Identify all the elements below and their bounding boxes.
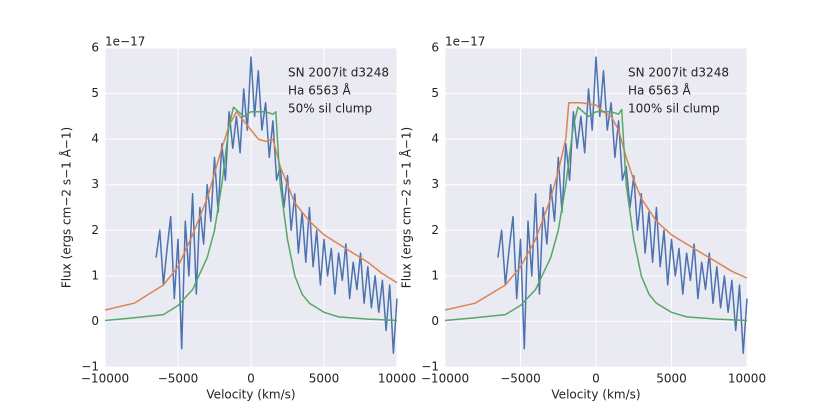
x-tick-label: −10000 [421, 372, 469, 386]
y-tick-label: 0 [431, 314, 439, 328]
y-tick-label: 0 [91, 314, 99, 328]
y-tick-label: 6 [91, 41, 99, 55]
y-tick-label: 1 [431, 268, 439, 282]
series-line [104, 106, 398, 322]
annotation: Ha 6563 Å [288, 83, 352, 98]
y-tick-label: 2 [431, 223, 439, 237]
y-tick-label: 3 [91, 177, 99, 191]
x-tick-label: −10000 [81, 372, 129, 386]
y-tick-label: −1 [421, 360, 439, 374]
x-tick-label: −5000 [500, 372, 541, 386]
y-tick-label: −1 [81, 360, 99, 374]
series-line [497, 56, 748, 355]
y-tick-label: 4 [91, 132, 99, 146]
series-line [444, 101, 748, 311]
y-tick-label: 3 [431, 177, 439, 191]
offset-text: 1e−17 [445, 35, 485, 49]
series-line [155, 56, 398, 355]
x-axis-label: Velocity (km/s) [206, 388, 295, 402]
annotation: SN 2007it d3248 [288, 66, 389, 80]
x-tick-label: 5000 [309, 372, 340, 386]
y-tick-label: 5 [431, 86, 439, 100]
series-line [104, 111, 398, 311]
series-line [444, 106, 748, 322]
annotation: 100% sil clump [628, 102, 720, 116]
x-tick-label: 0 [247, 372, 255, 386]
y-tick-label: 2 [91, 223, 99, 237]
y-tick-label: 1 [91, 268, 99, 282]
x-axis-label: Velocity (km/s) [551, 388, 640, 402]
y-axis-label: Flux (ergs cm−2 s−1 Å−1) [399, 127, 414, 288]
x-tick-label: 10000 [378, 372, 416, 386]
y-axis-label: Flux (ergs cm−2 s−1 Å−1) [59, 127, 74, 288]
x-tick-label: 10000 [728, 372, 766, 386]
annotation: 50% sil clump [288, 102, 372, 116]
y-tick-label: 4 [431, 132, 439, 146]
x-tick-label: 0 [592, 372, 600, 386]
annotation: Ha 6563 Å [628, 83, 692, 98]
x-tick-label: −5000 [158, 372, 199, 386]
annotation: SN 2007it d3248 [628, 66, 729, 80]
x-tick-label: 5000 [656, 372, 687, 386]
offset-text: 1e−17 [105, 35, 145, 49]
y-tick-label: 6 [431, 41, 439, 55]
y-tick-label: 5 [91, 86, 99, 100]
